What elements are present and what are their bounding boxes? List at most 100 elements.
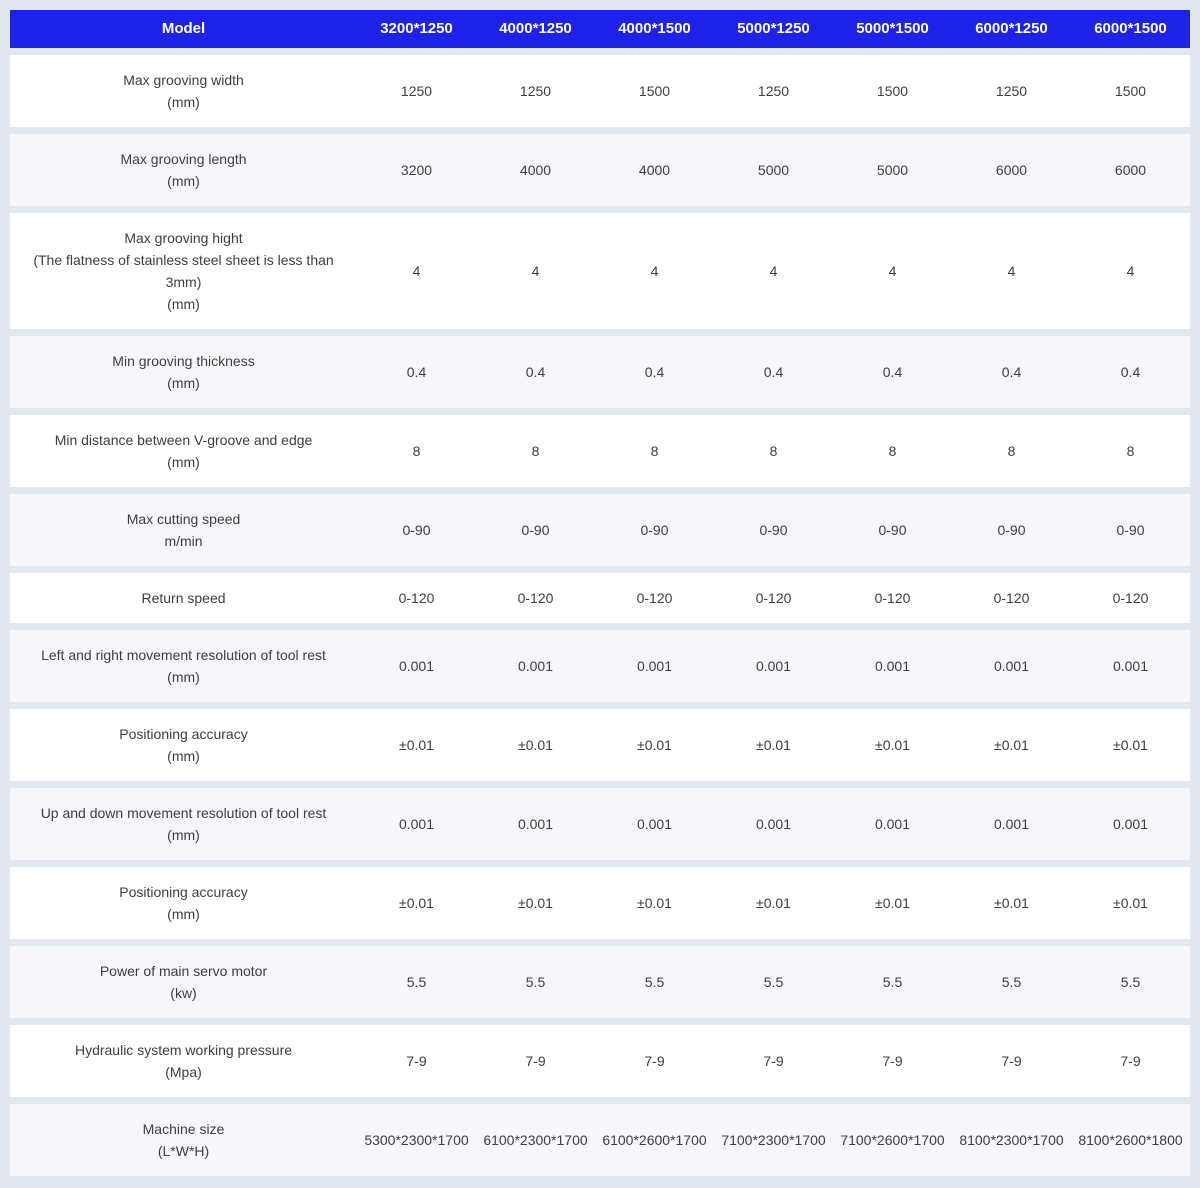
table-row: Left and right movement resolution of to… — [10, 630, 1190, 702]
table-row: Hydraulic system working pressure (Mpa) 7-… — [10, 1025, 1190, 1097]
row-value-cell: 5.5 — [525, 974, 546, 990]
row-label-line: Max grooving length — [120, 151, 247, 167]
row-value-cell: 0-90 — [878, 522, 907, 538]
table-row: Max grooving hight (The flatness of stain… — [10, 213, 1190, 329]
table-row: Max cutting speed m/min 0-90 0-90 0-90 0-90 0-… — [10, 494, 1190, 566]
row-value-cell: 0.001 — [993, 658, 1030, 674]
table-row: Min distance between V-groove and edge (m… — [10, 415, 1190, 487]
row-label-line: (mm) — [167, 827, 200, 843]
row-label: Power of main servo motor (kw) — [10, 960, 357, 1004]
row-value-cell: ±0.01 — [875, 737, 910, 753]
row-label-line: Max grooving width — [123, 72, 244, 88]
row-value-cell: 8 — [888, 443, 897, 459]
row-label: Min grooving thickness (mm) — [10, 350, 357, 394]
row-value-cell: 8100*2600*1800 — [1078, 1132, 1183, 1148]
row-value-cell: 8 — [769, 443, 778, 459]
row-label-line: Power of main servo motor — [99, 963, 268, 979]
row-label-line: Max grooving hight — [124, 230, 243, 246]
row-value-cell: 7100*2600*1700 — [840, 1132, 945, 1148]
row-value-cell: 0-120 — [636, 590, 673, 606]
row-value-cell: 0-120 — [1112, 590, 1149, 606]
row-value-cell: 5000 — [876, 162, 909, 178]
row-label: Min distance between V-groove and edge (m… — [10, 429, 357, 473]
row-value-cell: 6100*2300*1700 — [483, 1132, 588, 1148]
row-label-line: (mm) — [167, 454, 200, 470]
row-label-line: Return speed — [141, 590, 226, 606]
header-model-cell: Model — [161, 20, 206, 37]
row-value-cell: 0.4 — [406, 364, 427, 380]
row-value-cell: 0-90 — [997, 522, 1026, 538]
row-value-cell: 4000 — [638, 162, 671, 178]
row-value-cell: 1250 — [400, 83, 433, 99]
row-value-cell: 7-9 — [644, 1053, 665, 1069]
row-value-cell: 4000 — [519, 162, 552, 178]
row-label: Positioning accuracy (mm) — [10, 881, 357, 925]
row-value-cell: 1250 — [757, 83, 790, 99]
row-value-cell: 7-9 — [763, 1053, 784, 1069]
row-label: Max cutting speed m/min — [10, 508, 357, 552]
row-value-cell: 6100*2600*1700 — [602, 1132, 707, 1148]
table-row: Max grooving length (mm) 3200 4000 4000 5000 5… — [10, 134, 1190, 206]
row-label: Left and right movement resolution of to… — [10, 644, 357, 688]
row-value-cell: 0.001 — [755, 816, 792, 832]
row-label-line: (mm) — [167, 296, 200, 312]
table-row: Positioning accuracy (mm) ±0.01 ±0.01 ±0.01 ±… — [10, 709, 1190, 781]
row-value-cell: 5.5 — [1001, 974, 1022, 990]
row-label: Return speed — [10, 587, 357, 609]
row-value-cell: 1250 — [519, 83, 552, 99]
header-column-cell: 6000*1250 — [975, 20, 1048, 37]
row-value-cell: 7-9 — [882, 1053, 903, 1069]
row-value-cell: 0-120 — [993, 590, 1030, 606]
row-label-line: (mm) — [167, 375, 200, 391]
row-value-cell: 0.4 — [1001, 364, 1022, 380]
row-label-line: (Mpa) — [165, 1064, 202, 1080]
row-value-cell: 0-120 — [874, 590, 911, 606]
row-label-line: (The flatness of stainless steel sheet i… — [33, 252, 334, 268]
row-value-cell: 0.001 — [398, 658, 435, 674]
table-row: Machine size (L*W*H) 5300*2300*1700 6100*23… — [10, 1104, 1190, 1176]
row-value-cell: 5.5 — [882, 974, 903, 990]
row-value-cell: 6000 — [1114, 162, 1147, 178]
row-value-cell: ±0.01 — [1113, 737, 1148, 753]
row-value-cell: 7-9 — [406, 1053, 427, 1069]
row-value-cell: 0.001 — [993, 816, 1030, 832]
row-label-line: m/min — [164, 533, 203, 549]
row-value-cell: ±0.01 — [994, 895, 1029, 911]
row-value-cell: 8 — [650, 443, 659, 459]
table-row: Max grooving width (mm) 1250 1250 1500 1250 15… — [10, 55, 1190, 127]
row-label-line: 3mm) — [165, 274, 202, 290]
row-value-cell: 5.5 — [406, 974, 427, 990]
row-label-line: Min distance between V-groove and edge — [54, 432, 313, 448]
row-value-cell: 0-90 — [521, 522, 550, 538]
row-label-line: (kw) — [170, 985, 197, 1001]
row-label-line: Positioning accuracy — [119, 884, 248, 900]
row-label-line: (mm) — [167, 669, 200, 685]
header-column-cell: 5000*1250 — [737, 20, 810, 37]
row-label-line: Min grooving thickness — [112, 353, 255, 369]
row-value-cell: 0-90 — [759, 522, 788, 538]
row-label: Machine size (L*W*H) — [10, 1118, 357, 1162]
row-value-cell: 8 — [412, 443, 421, 459]
row-value-cell: 6000 — [995, 162, 1028, 178]
row-value-cell: 0.001 — [755, 658, 792, 674]
row-value-cell: 0.4 — [763, 364, 784, 380]
row-value-cell: 4 — [650, 263, 659, 279]
row-value-cell: 0-120 — [517, 590, 554, 606]
table-row: Positioning accuracy (mm) ±0.01 ±0.01 ±0.01 ±… — [10, 867, 1190, 939]
row-value-cell: ±0.01 — [399, 895, 434, 911]
row-value-cell: 5000 — [757, 162, 790, 178]
row-value-cell: 0.001 — [398, 816, 435, 832]
row-label: Up and down movement resolution of tool … — [10, 802, 357, 846]
row-label-line: (L*W*H) — [157, 1143, 210, 1159]
row-value-cell: 7-9 — [1120, 1053, 1141, 1069]
row-value-cell: ±0.01 — [637, 737, 672, 753]
row-value-cell: 4 — [1007, 263, 1016, 279]
row-value-cell: ±0.01 — [637, 895, 672, 911]
header-column-cell: 4000*1250 — [499, 20, 572, 37]
table-row: Up and down movement resolution of tool … — [10, 788, 1190, 860]
row-value-cell: 0.001 — [1112, 816, 1149, 832]
row-value-cell: 0.001 — [1112, 658, 1149, 674]
row-label: Positioning accuracy (mm) — [10, 723, 357, 767]
row-label-line: (mm) — [167, 748, 200, 764]
